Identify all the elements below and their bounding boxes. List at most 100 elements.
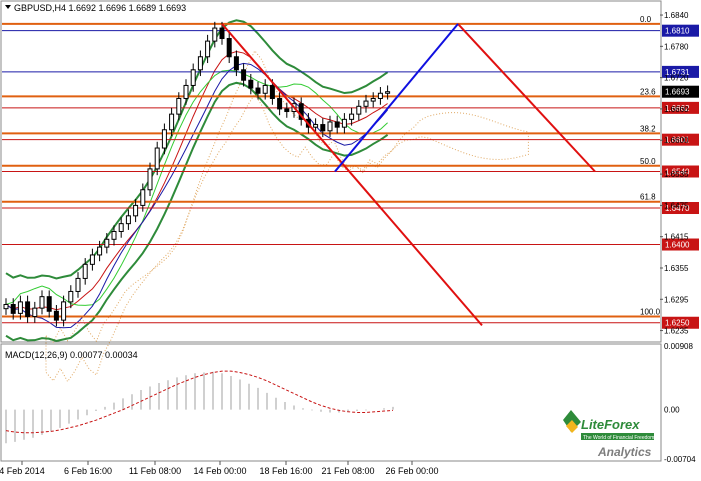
fibonacci-levels: 0.0 23.6 38.2 50.0 61.8 100.0: [2, 15, 661, 318]
candle-body: [277, 97, 283, 110]
level-tag: [662, 238, 699, 251]
price-candles: [3, 21, 391, 327]
candle-body: [212, 27, 218, 42]
level-tag: [662, 24, 699, 37]
candle-body: [39, 296, 45, 309]
liteforex-logo: LiteForex The World of Financial Freedom…: [563, 410, 654, 459]
candle-body: [298, 103, 304, 120]
fib-label: 50.0: [640, 157, 656, 166]
candle-body: [385, 91, 391, 94]
level-tag-label: 1.6731: [665, 68, 690, 77]
candle-body: [161, 129, 167, 149]
macd-signal-line: [5, 370, 394, 434]
trend-lines: [221, 23, 596, 327]
level-tag-label: 1.6601: [665, 136, 690, 145]
bollinger-middle: [5, 51, 388, 311]
candle-body: [46, 296, 52, 312]
candle-body: [320, 124, 326, 132]
candle-body: [25, 301, 31, 317]
candle-body: [75, 277, 81, 292]
macd-header: MACD(12,26,9) 0.00077 0.00034: [5, 350, 138, 360]
level-tag: [662, 202, 699, 215]
y-tick-label: 1.6295: [664, 295, 689, 304]
candle-body: [133, 204, 139, 217]
candle-body: [233, 56, 239, 71]
fib-label: 0.0: [640, 15, 652, 24]
macd-y-tick-label: -0.00704: [664, 455, 696, 464]
candle-body: [176, 97, 182, 115]
candle-body: [190, 69, 196, 86]
dropdown-triangle-icon[interactable]: [5, 5, 11, 9]
y-tick-label: 1.6840: [664, 11, 689, 20]
x-tick-label: 6 Feb 16:00: [64, 466, 112, 476]
macd-series: 0.00908 0.00 -0.00704: [5, 342, 696, 464]
candle-body: [363, 100, 369, 107]
kijun-line: [5, 62, 388, 329]
candle-body: [262, 84, 268, 94]
candle-body: [349, 113, 355, 120]
x-tick-label: 21 Feb 08:00: [321, 466, 374, 476]
x-tick-label: 11 Feb 08:00: [129, 466, 181, 476]
level-tag: [662, 316, 699, 329]
trend-up-line: [334, 23, 459, 173]
main-panel-frame: [0, 0, 662, 343]
fib-label: 23.6: [640, 87, 656, 96]
macd-y-tick-label: 0.00908: [664, 342, 693, 351]
y-tick-label: 1.6660: [664, 105, 689, 114]
candle-body: [154, 147, 160, 170]
candle-body: [284, 108, 290, 113]
candle-body: [82, 263, 88, 279]
x-tick-label: 14 Feb 00:00: [193, 466, 246, 476]
candle-body: [17, 301, 23, 314]
x-tick-label: 18 Feb 16:00: [259, 466, 312, 476]
candle-body: [327, 121, 333, 132]
candle-body: [255, 87, 261, 94]
chikou-line: [5, 69, 388, 306]
candle-body: [104, 238, 110, 248]
candle-body: [169, 113, 175, 131]
fib-label: 100.0: [640, 307, 661, 316]
candle-body: [219, 27, 225, 40]
ichimoku-cloud: [45, 49, 529, 383]
trend-down-parallel: [457, 23, 596, 173]
fib-label: 61.8: [640, 193, 656, 202]
y-tick-label: 1.6780: [664, 42, 689, 51]
level-tag-label: 1.6540: [665, 168, 690, 177]
y-tick-label: 1.6720: [664, 74, 689, 83]
logo-tagline: The World of Financial Freedom: [583, 435, 654, 441]
level-tag-label: 1.6400: [665, 241, 690, 250]
price-axis: 1.68101.67311.66621.66011.65401.64701.64…: [660, 11, 699, 336]
candle-body: [3, 303, 9, 310]
candle-body: [334, 121, 340, 128]
level-tag-label: 1.6250: [665, 319, 690, 328]
current-price-tag: [662, 85, 699, 98]
logo-text: LiteForex: [581, 417, 640, 432]
candle-body: [377, 92, 383, 99]
candle-body: [241, 69, 247, 81]
candle-body: [226, 38, 232, 58]
y-tick-label: 1.6535: [664, 170, 689, 179]
current-price-label: 1.6693: [665, 88, 690, 97]
trend-down-line: [221, 23, 483, 327]
candle-body: [125, 215, 131, 225]
x-tick-label: 4 Feb 2014: [0, 466, 45, 476]
candle-body: [248, 79, 254, 89]
candle-body: [313, 124, 319, 128]
candle-body: [205, 40, 211, 58]
candle-body: [68, 290, 74, 303]
y-tick-label: 1.6475: [664, 201, 689, 210]
candle-body: [32, 307, 38, 317]
candle-body: [111, 230, 117, 240]
candle-body: [370, 97, 376, 102]
candle-body: [356, 105, 362, 115]
y-tick-label: 1.6600: [664, 136, 689, 145]
candle-body: [140, 189, 146, 206]
y-tick-label: 1.6355: [664, 264, 689, 273]
horizontal-levels: [2, 30, 660, 324]
level-tag-label: 1.6810: [665, 27, 690, 36]
logo-analytics: Analytics: [597, 445, 652, 459]
bollinger-upper: [5, 19, 389, 280]
symbol-header: GBPUSD,H4 1.6692 1.6696 1.6689 1.6693: [14, 3, 186, 13]
macd-panel-frame: [0, 343, 662, 462]
